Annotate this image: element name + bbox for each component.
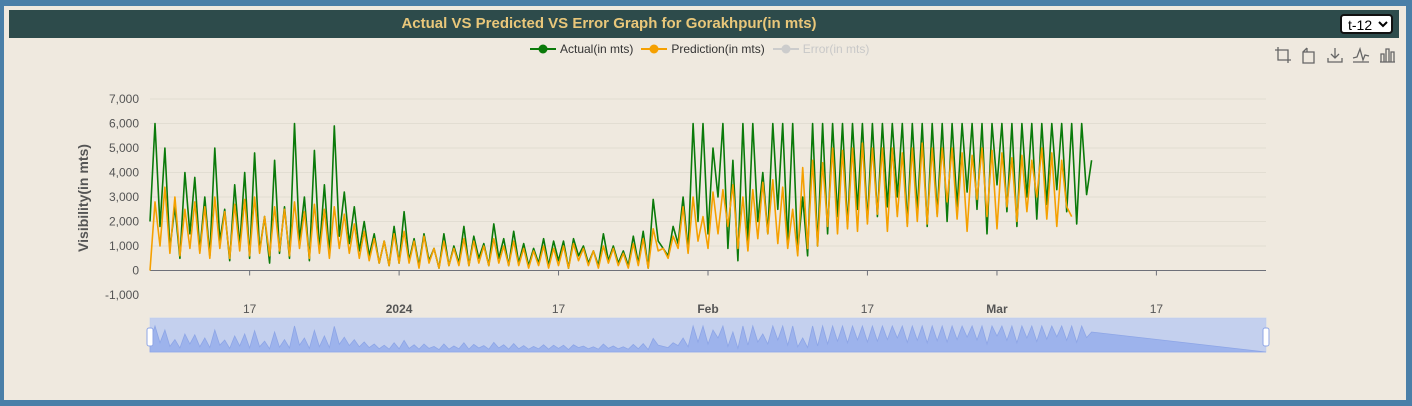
zoom-handle-left[interactable] bbox=[146, 327, 154, 347]
legend-error-label: Error(in mts) bbox=[802, 42, 870, 56]
x-tick-label: 17 bbox=[552, 302, 566, 316]
legend-item-actual[interactable]: Actual(in mts) bbox=[530, 42, 633, 56]
y-tick-label: 2,000 bbox=[109, 215, 139, 229]
legend-item-prediction[interactable]: Prediction(in mts) bbox=[641, 42, 765, 56]
bar-chart-icon[interactable] bbox=[1378, 46, 1396, 64]
x-tick-label: 17 bbox=[861, 302, 875, 316]
x-axis: 17 2024 17 Feb 17 Mar 17 bbox=[243, 270, 1164, 316]
zoom-icon[interactable] bbox=[1274, 46, 1292, 64]
title-bar: Actual VS Predicted VS Error Graph for G… bbox=[9, 10, 1399, 38]
x-tick-label: 17 bbox=[1150, 302, 1164, 316]
legend-prediction-marker bbox=[641, 44, 668, 54]
legend: Actual(in mts) Prediction(in mts) Error(… bbox=[530, 42, 869, 56]
y-tick-label: 4,000 bbox=[109, 166, 139, 180]
chart-title: Actual VS Predicted VS Error Graph for G… bbox=[401, 15, 817, 32]
x-tick-label: 17 bbox=[243, 302, 257, 316]
y-tick-label: -1,000 bbox=[105, 288, 139, 302]
plot-area bbox=[149, 122, 1093, 271]
y-tick-label: 1,000 bbox=[109, 239, 139, 253]
zoom-selection bbox=[150, 318, 1266, 352]
x-tick-label: 2024 bbox=[386, 302, 413, 316]
y-tick-label: 3,000 bbox=[109, 190, 139, 204]
prediction-series-line bbox=[149, 142, 1073, 271]
download-icon[interactable] bbox=[1326, 46, 1344, 64]
y-tick-label: 7,000 bbox=[109, 92, 139, 106]
x-tick-label: Mar bbox=[986, 302, 1008, 316]
legend-error-marker bbox=[772, 44, 799, 54]
legend-item-error[interactable]: Error(in mts) bbox=[772, 42, 870, 56]
y-tick-label: 5,000 bbox=[109, 141, 139, 155]
legend-actual-marker bbox=[530, 44, 556, 54]
horizon-select[interactable]: t-12 bbox=[1340, 14, 1393, 34]
y-axis: 7,000 6,000 5,000 4,000 3,000 2,000 1,000 0 -1,0… bbox=[105, 92, 139, 302]
y-tick-label: 0 bbox=[132, 264, 139, 278]
data-zoom-slider[interactable] bbox=[146, 317, 1270, 353]
line-chart-icon[interactable] bbox=[1352, 46, 1370, 64]
x-tick-label: Feb bbox=[697, 302, 718, 316]
zoom-preview-area bbox=[149, 324, 1267, 353]
y-tick-label: 6,000 bbox=[109, 117, 139, 131]
legend-actual-label: Actual(in mts) bbox=[560, 42, 634, 56]
y-axis-label: Visibility(in mts) bbox=[75, 144, 91, 252]
zoom-reset-icon[interactable] bbox=[1300, 46, 1318, 64]
toolbox bbox=[1274, 46, 1396, 64]
legend-prediction-label: Prediction(in mts) bbox=[671, 42, 765, 56]
zoom-handle-right[interactable] bbox=[1262, 327, 1270, 347]
